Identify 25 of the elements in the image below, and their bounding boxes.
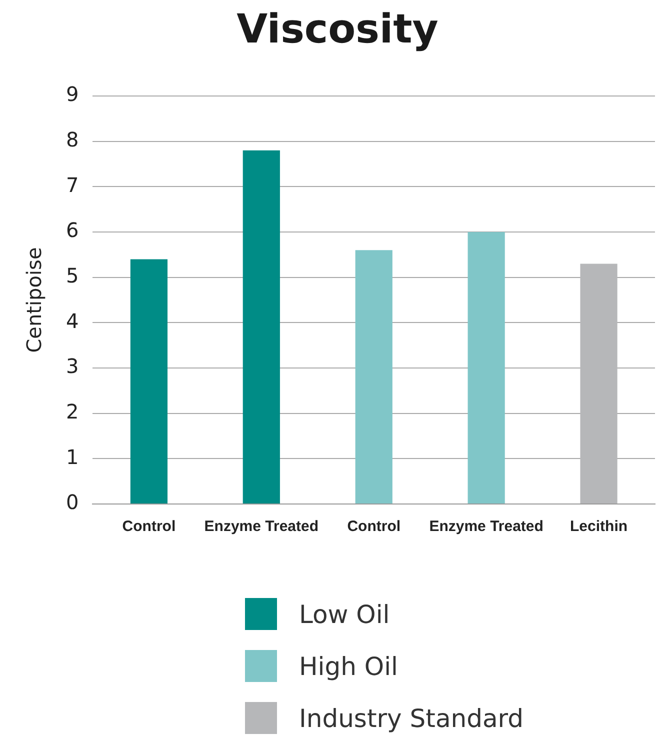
y-tick-label: 3 [66, 354, 79, 378]
x-tick-label: Control [347, 518, 401, 536]
x-tick-label: Lecithin [570, 518, 628, 536]
y-tick-label: 2 [66, 400, 79, 424]
x-tick-label: Control [122, 518, 176, 536]
bar [468, 232, 505, 504]
y-tick-label: 1 [66, 444, 79, 469]
chart-title: Viscosity [236, 6, 438, 52]
y-tick-label: 9 [66, 82, 79, 106]
y-axis-title: Centipoise [22, 247, 46, 353]
x-tick-label: Enzyme Treated [204, 518, 319, 536]
y-tick-label: 7 [66, 172, 79, 197]
bar [130, 259, 168, 504]
legend-label: High Oil [299, 652, 398, 680]
bar [355, 250, 392, 504]
legend-label: Low Oil [299, 600, 390, 628]
x-tick-label: Enzyme Treated [429, 518, 544, 536]
legend-label: Industry Standard [299, 704, 524, 732]
y-tick-label: 6 [66, 218, 79, 242]
y-tick-label: 0 [66, 490, 79, 514]
bar [580, 264, 618, 504]
y-tick-label: 4 [66, 308, 79, 333]
bar [242, 150, 280, 504]
y-tick-label: 5 [66, 264, 79, 288]
y-tick-label: 8 [66, 128, 79, 152]
